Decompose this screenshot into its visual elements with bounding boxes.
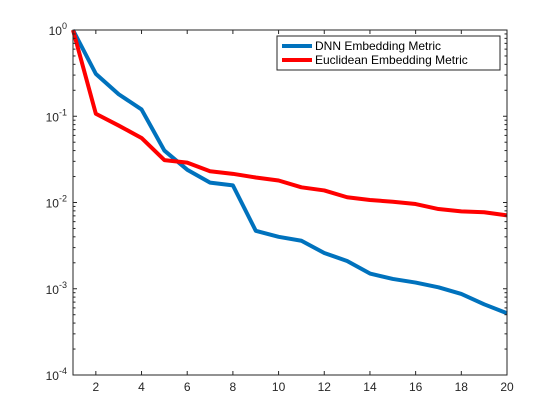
x-tick-label: 18 <box>455 380 469 394</box>
series-line-1 <box>71 29 508 316</box>
y-tick-label: 10-4 <box>46 366 67 383</box>
x-tick-label: 8 <box>230 380 237 394</box>
x-tick-label: 12 <box>318 380 332 394</box>
y-tick-label: 100 <box>49 21 67 38</box>
x-tick-label: 10 <box>272 380 286 394</box>
legend-box <box>276 35 501 71</box>
x-tick-label: 4 <box>138 380 145 394</box>
x-tick-label: 16 <box>409 380 423 394</box>
x-tick-label: 2 <box>92 380 99 394</box>
series-line-2 <box>71 29 508 218</box>
y-tick-label: 10-3 <box>46 280 67 297</box>
x-tick-label: 14 <box>363 380 377 394</box>
tick-labels: 2 4 6 8 10 12 14 16 18 20 10-4 10-3 10-2 10-1 100 <box>46 21 514 394</box>
x-tick-label: 6 <box>184 380 191 394</box>
series-layer <box>71 29 508 316</box>
y-tick-label: 10-1 <box>46 107 67 124</box>
legend-label-2: Euclidean Embedding Metric <box>315 53 468 67</box>
axes <box>72 29 508 376</box>
y-tick-label: 10-2 <box>46 194 67 211</box>
plot-frame <box>72 29 508 376</box>
x-tick-label: 20 <box>500 380 514 394</box>
legend-label-1: DNN Embedding Metric <box>315 39 441 53</box>
